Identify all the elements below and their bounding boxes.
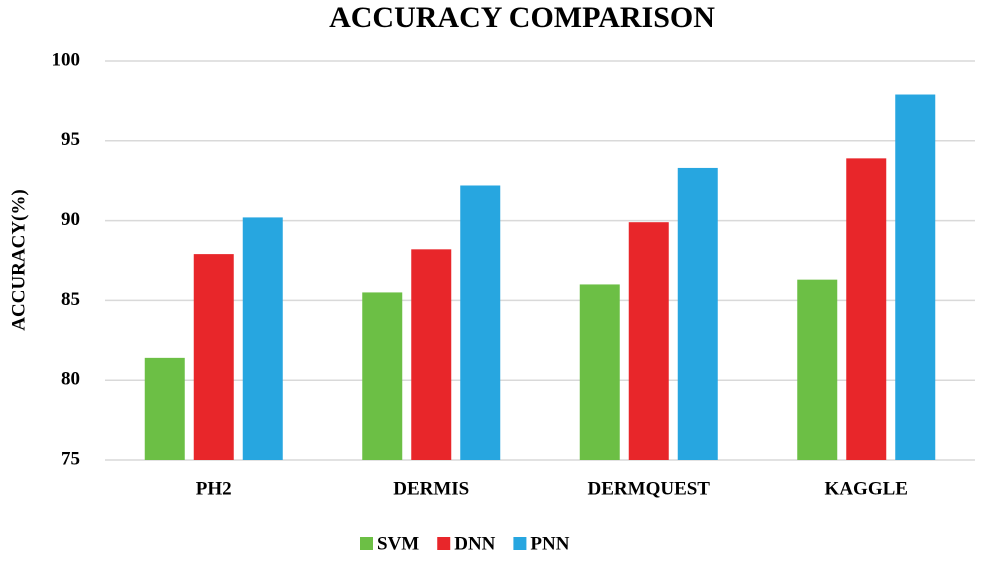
y-tick-label: 90 (61, 209, 80, 230)
legend-label: DNN (454, 533, 495, 554)
chart-title: ACCURACY COMPARISON (329, 1, 715, 34)
bar (677, 167, 718, 460)
bar (411, 249, 452, 460)
y-tick-label: 95 (61, 129, 80, 150)
bar (846, 158, 887, 460)
bar (144, 357, 185, 460)
y-tick-label: 100 (52, 49, 81, 70)
legend-swatch (513, 537, 527, 550)
bar (193, 254, 234, 460)
legend-swatch (360, 537, 373, 550)
legend-label: SVM (377, 533, 419, 554)
y-tick-label: 80 (61, 369, 80, 390)
x-tick-label: DERMQUEST (588, 478, 711, 499)
bar (895, 94, 936, 461)
bar (362, 292, 403, 460)
x-tick-label: DERMIS (393, 478, 469, 499)
x-tick-label: KAGGLE (825, 478, 908, 499)
bar (460, 185, 501, 460)
y-axis-label: ACCURACY(%) (8, 189, 29, 330)
y-tick-label: 85 (61, 289, 80, 310)
bar (628, 222, 669, 460)
bar (242, 217, 283, 460)
legend-label: PNN (530, 533, 569, 554)
x-tick-label: PH2 (196, 478, 232, 499)
legend-swatch (437, 537, 451, 550)
bar (797, 279, 838, 460)
y-tick-label: 75 (61, 448, 80, 469)
bar (579, 284, 620, 460)
